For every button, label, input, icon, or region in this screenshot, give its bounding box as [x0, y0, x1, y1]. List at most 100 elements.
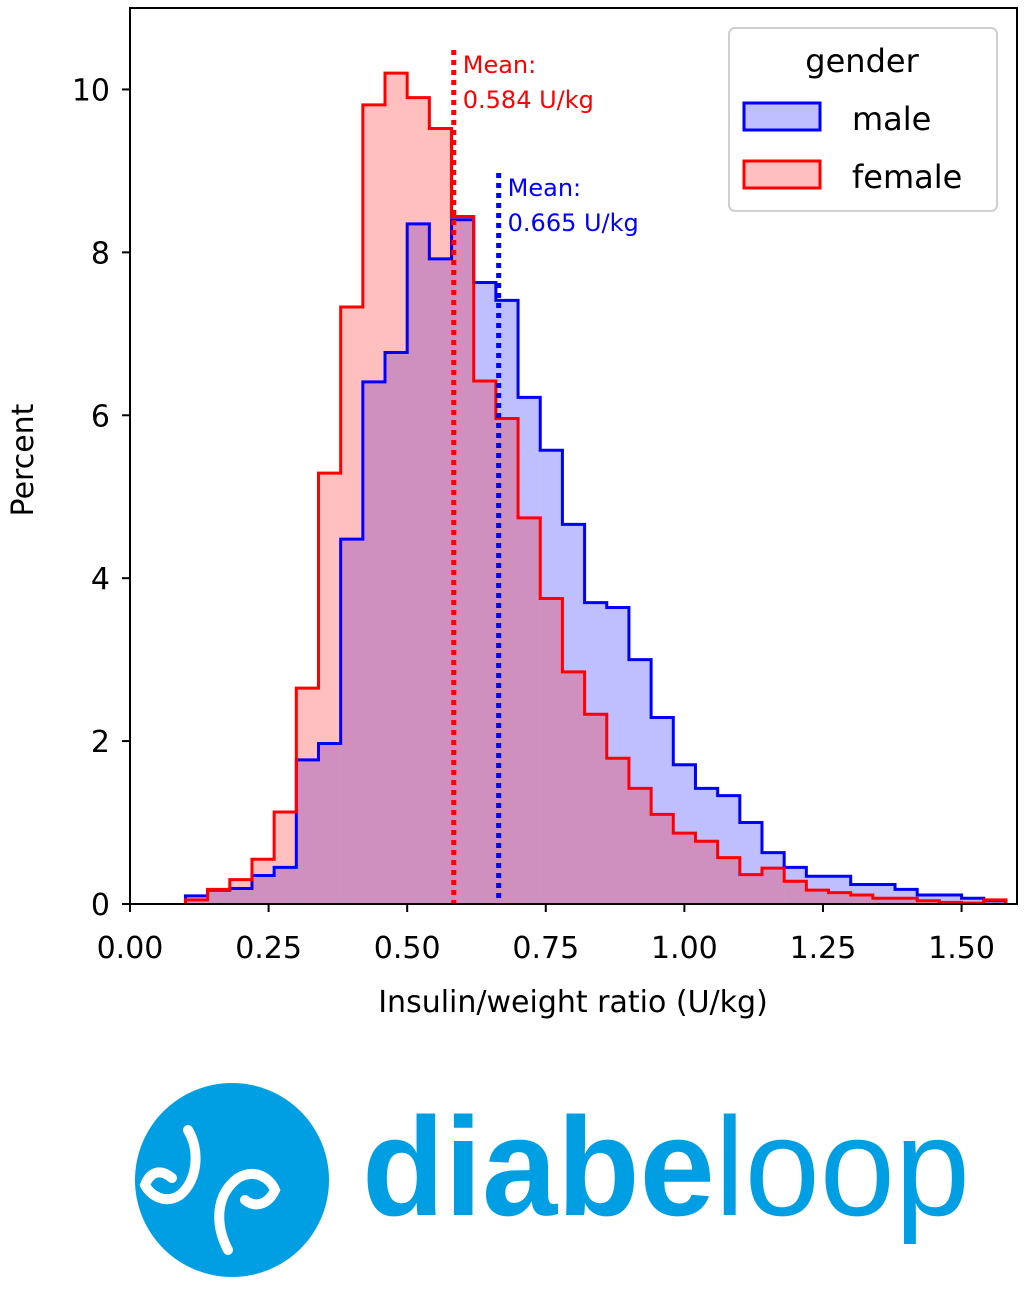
- legend-label-male: male: [852, 100, 931, 138]
- bar-female: [872, 898, 896, 904]
- bar-female: [584, 714, 607, 904]
- bar-male: [340, 539, 363, 904]
- legend-label-female: female: [852, 158, 962, 196]
- bar-female: [717, 857, 740, 904]
- y-tick-label: 0: [91, 888, 110, 923]
- bar-male: [251, 875, 275, 904]
- mean-lines: Mean: 0.665 U/kg Mean: 0.584 U/kg: [451, 50, 639, 904]
- bar-female: [518, 517, 541, 904]
- bar-male: [717, 795, 740, 904]
- bar-male: [584, 602, 607, 904]
- bar-female: [385, 73, 408, 904]
- x-tick-label: 1.00: [651, 931, 718, 966]
- x-axis: 0.00 0.25 0.50 0.75 1.00 1.25 1.50: [97, 904, 995, 966]
- mean-label-male: Mean:: [508, 174, 581, 202]
- legend-title: gender: [805, 42, 919, 80]
- y-axis-label: Percent: [6, 403, 41, 516]
- bar-female: [318, 473, 341, 904]
- x-tick-label: 0.25: [235, 931, 302, 966]
- bar-female: [761, 868, 785, 904]
- bar-male: [540, 450, 563, 904]
- bar-female: [296, 688, 319, 904]
- bar-female: [495, 418, 519, 904]
- x-tick-label: 1.25: [790, 931, 857, 966]
- bar-male: [651, 717, 674, 904]
- y-tick-label: 4: [91, 562, 110, 597]
- plot-frame: [129, 7, 1018, 905]
- bar-male: [473, 282, 496, 904]
- bar-male: [274, 867, 297, 904]
- bar-female: [429, 128, 452, 904]
- bar-female: [806, 890, 829, 904]
- bar-female: [828, 892, 851, 904]
- legend-patch-female: [742, 159, 822, 190]
- legend-box: [728, 27, 998, 212]
- bar-female: [895, 898, 918, 904]
- y-tick-label: 8: [91, 236, 110, 271]
- bar-male: [983, 900, 1006, 904]
- bar-female: [540, 598, 563, 904]
- logo-swirl-icon-2: [214, 1168, 281, 1255]
- y-tick-label: 10: [72, 73, 110, 108]
- bar-male: [495, 300, 519, 904]
- bar-female: [451, 216, 474, 905]
- x-tick-label: 0.75: [512, 931, 579, 966]
- bar-male: [429, 258, 452, 904]
- bar-female: [251, 859, 275, 904]
- diabeloop-logo: diabeloop: [135, 1083, 970, 1277]
- bar-female: [185, 899, 208, 904]
- bar-female: [407, 97, 430, 905]
- bar-male: [961, 898, 984, 904]
- y-axis: 0 2 4 6 8 10: [72, 73, 130, 923]
- bar-female: [473, 381, 496, 904]
- bar-male: [828, 876, 851, 904]
- bar-female: [695, 841, 718, 904]
- bar-female: [207, 889, 230, 904]
- histogram-series: [183, 71, 1008, 905]
- bar-female: [651, 814, 674, 904]
- bar-male: [407, 223, 430, 904]
- step-outline-female: [183, 71, 1008, 905]
- y-tick-label: 6: [91, 399, 110, 434]
- x-tick-label: 0.00: [97, 931, 164, 966]
- bar-male: [207, 890, 230, 904]
- legend: gender male female: [728, 27, 998, 212]
- bar-male: [895, 889, 918, 904]
- bar-female: [340, 306, 363, 904]
- bar-female: [274, 811, 297, 904]
- x-tick-label: 1.50: [928, 931, 995, 966]
- y-tick-label: 2: [91, 725, 110, 760]
- bar-male: [518, 397, 541, 904]
- bar-male: [385, 352, 408, 904]
- bar-male: [296, 759, 319, 904]
- bar-female: [229, 879, 252, 904]
- bar-female: [850, 895, 873, 904]
- bar-male: [362, 381, 386, 905]
- bar-female: [917, 900, 940, 904]
- bar-female: [628, 788, 652, 904]
- bar-female: [562, 671, 585, 904]
- bar-male: [761, 852, 785, 904]
- bar-male: [784, 867, 807, 904]
- bar-female: [606, 758, 629, 904]
- logo-wordmark: diabeloop: [362, 1088, 970, 1245]
- bar-male: [562, 524, 585, 904]
- legend-patch-male: [742, 101, 822, 132]
- bar-male: [451, 219, 474, 905]
- x-tick-label: 0.50: [374, 931, 441, 966]
- logo-swirl-icon: [139, 1125, 201, 1205]
- bar-female: [739, 874, 762, 904]
- bar-male: [606, 607, 629, 904]
- bar-female: [362, 104, 386, 904]
- bar-female: [673, 833, 696, 904]
- bar-female: [784, 881, 807, 904]
- bar-male: [229, 888, 252, 904]
- bar-male: [695, 788, 718, 904]
- bar-male: [318, 743, 341, 904]
- bar-male: [739, 822, 762, 904]
- x-axis-label: Insulin/weight ratio (U/kg): [378, 985, 768, 1020]
- bar-male: [628, 659, 652, 904]
- step-outline-male: [183, 218, 1008, 904]
- bar-male: [939, 895, 962, 904]
